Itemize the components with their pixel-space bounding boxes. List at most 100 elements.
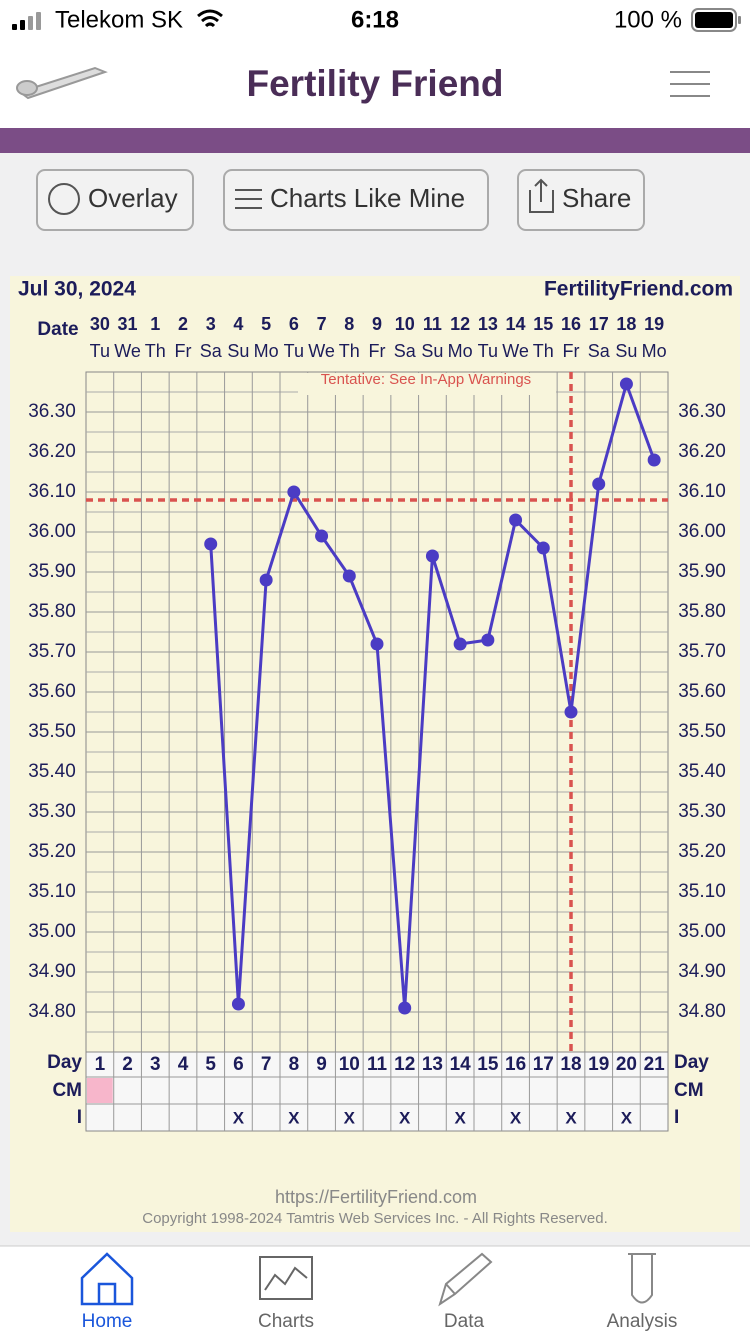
temperature-point bbox=[287, 485, 301, 499]
date-label: 5 bbox=[261, 314, 271, 334]
data-icon[interactable] bbox=[438, 1252, 493, 1307]
intercourse-mark: X bbox=[344, 1108, 356, 1127]
tab-label[interactable]: Data bbox=[444, 1311, 485, 1332]
button-label: Overlay bbox=[88, 183, 178, 213]
chart: 34.80 34.80 34.90 34.90 35.00 35.00 35.10 35.10… bbox=[28, 314, 726, 1132]
temperature-point bbox=[453, 637, 467, 651]
analysis-icon[interactable] bbox=[628, 1253, 656, 1304]
y-tick-label: 35.70 bbox=[678, 641, 726, 662]
day-label: 1 bbox=[95, 1054, 106, 1075]
weekday-label: Sa bbox=[200, 341, 223, 361]
y-tick-label: 36.10 bbox=[678, 481, 726, 502]
y-tick-label: 34.90 bbox=[28, 961, 76, 982]
day-label: 17 bbox=[533, 1054, 554, 1075]
weekday-label: Tu bbox=[90, 341, 110, 361]
date-label: 6 bbox=[289, 314, 299, 334]
y-tick-label: 34.90 bbox=[678, 961, 726, 982]
day-label: 4 bbox=[178, 1054, 189, 1075]
tab-label[interactable]: Charts bbox=[258, 1311, 314, 1332]
day-label: 13 bbox=[422, 1054, 443, 1075]
charts-icon[interactable] bbox=[259, 1256, 313, 1300]
temperature-point bbox=[204, 537, 218, 551]
menu-icon[interactable] bbox=[670, 71, 710, 97]
temperature-point bbox=[231, 997, 245, 1011]
weekday-label: We bbox=[114, 341, 141, 361]
y-tick-label: 36.00 bbox=[678, 521, 726, 542]
date-label: 16 bbox=[561, 314, 581, 334]
weekday-label: Tu bbox=[478, 341, 498, 361]
day-label: 9 bbox=[316, 1054, 327, 1075]
button-label: Share bbox=[562, 183, 631, 213]
cm-cell bbox=[87, 1078, 113, 1103]
y-tick-label: 36.30 bbox=[28, 401, 76, 422]
temperature-point bbox=[370, 637, 384, 651]
tab-bar bbox=[0, 1246, 750, 1334]
y-tick-label: 35.10 bbox=[28, 881, 76, 902]
weekday-label: Mo bbox=[254, 341, 279, 361]
tab-label[interactable]: Analysis bbox=[607, 1311, 678, 1332]
row-label: I bbox=[674, 1107, 679, 1128]
day-label: 12 bbox=[394, 1054, 415, 1075]
row-label: CM bbox=[52, 1080, 82, 1101]
y-tick-label: 35.00 bbox=[678, 921, 726, 942]
battery-icon bbox=[691, 8, 741, 32]
chart-date: Jul 30, 2024 bbox=[18, 278, 136, 301]
bottom-rows bbox=[85, 1051, 669, 1132]
temperature-point bbox=[619, 377, 633, 391]
weekday-label: Su bbox=[227, 341, 249, 361]
y-tick-label: 36.10 bbox=[28, 481, 76, 502]
app-title: Fertility Friend bbox=[247, 63, 504, 104]
tab-label[interactable]: Home bbox=[82, 1311, 133, 1332]
y-tick-label: 34.80 bbox=[28, 1001, 76, 1022]
date-label: 3 bbox=[206, 314, 216, 334]
home-icon[interactable] bbox=[80, 1252, 134, 1306]
y-tick-label: 36.00 bbox=[28, 521, 76, 542]
y-tick-label: 34.80 bbox=[678, 1001, 726, 1022]
day-label: 14 bbox=[450, 1054, 472, 1075]
weekday-label: We bbox=[308, 341, 335, 361]
wifi-icon bbox=[197, 9, 223, 28]
date-label: 4 bbox=[233, 314, 243, 334]
share-icon bbox=[529, 178, 554, 213]
y-tick-label: 35.50 bbox=[678, 721, 726, 742]
y-tick-label: 35.60 bbox=[28, 681, 76, 702]
temperature-point bbox=[647, 453, 661, 467]
weekday-label: Mo bbox=[448, 341, 473, 361]
charts-like-mine-button[interactable] bbox=[223, 169, 489, 231]
day-label: 16 bbox=[505, 1054, 526, 1075]
weekday-label: Tu bbox=[284, 341, 304, 361]
temperature-point bbox=[342, 569, 356, 583]
row-label: Day bbox=[47, 1052, 82, 1073]
weekday-label: Fr bbox=[563, 341, 580, 361]
date-label: 10 bbox=[395, 314, 415, 334]
temperature-point bbox=[536, 541, 550, 555]
thermometer-icon[interactable] bbox=[16, 66, 108, 100]
y-tick-label: 35.90 bbox=[28, 561, 76, 582]
y-tick-label: 35.20 bbox=[28, 841, 76, 862]
date-label: 1 bbox=[150, 314, 160, 334]
day-label: 10 bbox=[339, 1054, 360, 1075]
weekday-label: Fr bbox=[369, 341, 386, 361]
day-label: 8 bbox=[289, 1054, 300, 1075]
clock: 6:18 bbox=[351, 6, 399, 33]
intercourse-mark: X bbox=[510, 1108, 522, 1127]
intercourse-mark: X bbox=[399, 1108, 411, 1127]
section-bar bbox=[0, 128, 750, 153]
intercourse-mark: X bbox=[454, 1108, 466, 1127]
weekday-label: Su bbox=[615, 341, 637, 361]
y-tick-label: 36.30 bbox=[678, 401, 726, 422]
day-label: 5 bbox=[205, 1054, 216, 1075]
intercourse-mark: X bbox=[565, 1108, 577, 1127]
weekday-label: Sa bbox=[588, 341, 611, 361]
share-button[interactable] bbox=[517, 169, 645, 231]
day-label: 2 bbox=[122, 1054, 133, 1075]
weekday-label: We bbox=[502, 341, 529, 361]
weekday-label: Fr bbox=[175, 341, 192, 361]
overlay-button[interactable] bbox=[36, 169, 194, 231]
day-label: 11 bbox=[367, 1054, 388, 1075]
day-label: 3 bbox=[150, 1054, 161, 1075]
site-label: FertilityFriend.com bbox=[544, 278, 733, 301]
y-tick-label: 35.90 bbox=[678, 561, 726, 582]
